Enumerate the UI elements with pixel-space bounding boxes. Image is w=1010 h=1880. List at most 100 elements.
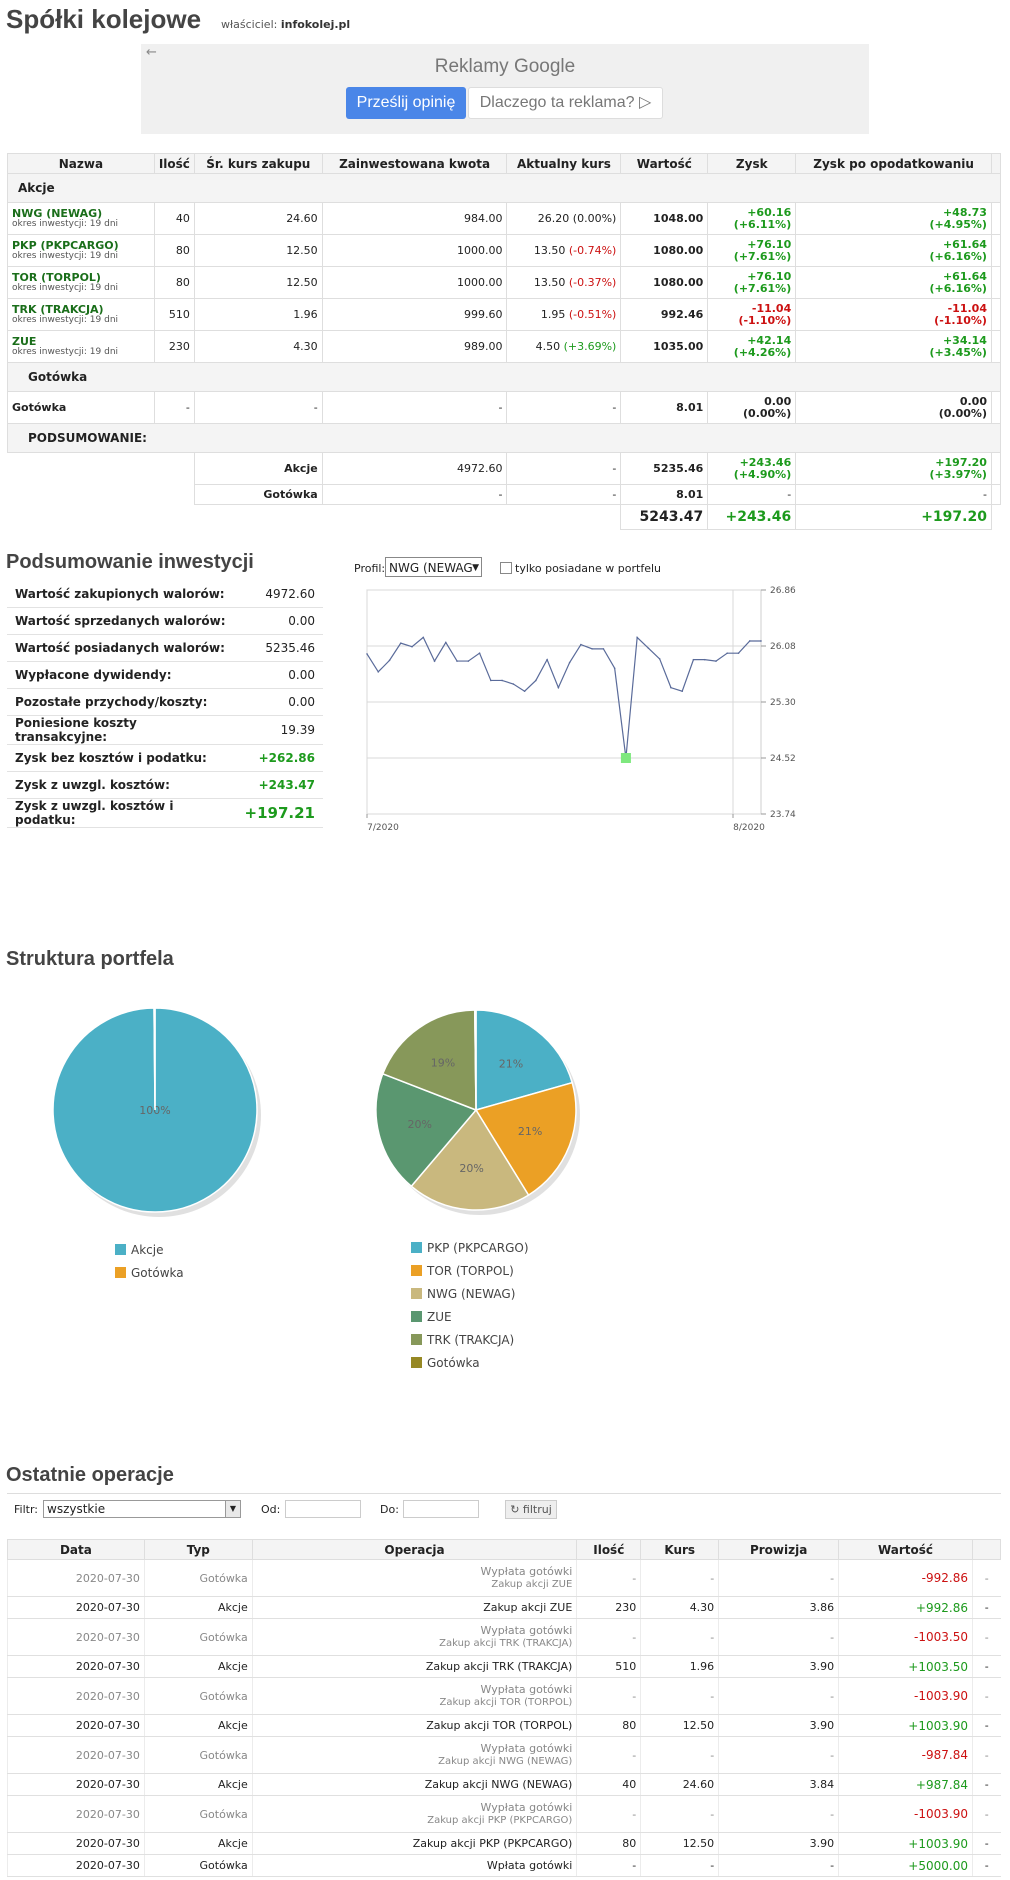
col-header[interactable]: Prowizja [718,1539,840,1560]
op-type: Gotówka [143,1559,253,1597]
price-point[interactable] [445,641,447,644]
price-point[interactable] [681,690,683,693]
price-point[interactable] [557,686,560,689]
cash-value: 8.01 [620,391,709,424]
col-header[interactable]: Zysk po opodatkowaniu [795,153,992,174]
legend-item[interactable]: TRK (TRAKCJA) [411,1333,529,1356]
col-header[interactable]: Nazwa [7,153,155,174]
col-header[interactable]: Operacja [251,1539,578,1560]
price-point[interactable] [703,658,706,661]
cash-qty: - [153,391,195,424]
op-qty: - [576,1677,641,1715]
stock-link[interactable]: PKP (PKPCARGO) [12,239,119,252]
price-series-line [366,636,761,759]
ad-feedback-button[interactable]: Prześlij opinię [346,87,466,119]
op-description: Wypłata gotówki Zakup akcji TOR (TORPOL) [251,1677,577,1715]
col-header[interactable]: Śr. kurs zakupu [193,153,323,174]
pie-slice[interactable] [474,1081,577,1197]
owned-only-label[interactable]: tylko posiadane w portfelu [515,562,661,575]
owner-name[interactable]: infokolej.pl [280,18,351,31]
price-point[interactable] [512,683,515,685]
price-point[interactable] [456,660,458,662]
profit: -11.04 (-1.10%) [707,298,797,331]
price-point[interactable] [737,652,740,654]
section-label: Akcje [7,173,1001,203]
price-point[interactable] [726,652,729,654]
summary-row: Zysk z uwzgl. kosztów: +243.47 [7,771,323,799]
price-point[interactable] [647,647,650,649]
col-header[interactable]: Data [7,1539,145,1560]
filter-select[interactable]: wszystkie ▼ [43,1500,241,1518]
price-point[interactable] [546,658,548,661]
legend-item[interactable]: ZUE [411,1310,529,1333]
price-point[interactable] [523,690,526,693]
price-point[interactable] [658,658,661,660]
col-header[interactable]: Ilość [153,153,195,174]
price-point[interactable] [715,660,717,662]
col-header[interactable]: Zainwestowana kwota [321,153,508,174]
pie-slice-label: 20% [459,1162,483,1175]
price-point[interactable] [591,648,593,650]
legend-item[interactable]: Gotówka [115,1266,184,1289]
price-point[interactable] [760,640,762,642]
price-point[interactable] [366,653,368,655]
filter-button[interactable]: ↻ filtruj [505,1500,557,1519]
op-qty: 510 [576,1655,641,1678]
price-point[interactable] [613,667,616,670]
ad-why-button[interactable]: Dlaczego ta reklama? ▷ [468,87,663,119]
col-header[interactable]: Ilość [576,1539,642,1560]
price-point[interactable] [490,679,492,682]
operation-row: 2020-07-30 Gotówka Wypłata gotówki Zakup ak… [7,1795,1001,1833]
stock-link[interactable]: TOR (TORPOL) [12,271,101,284]
pie-slice[interactable] [153,1007,156,1111]
price-point[interactable] [602,648,605,650]
col-header[interactable]: Aktualny kurs [506,153,622,174]
price-point[interactable] [399,642,402,644]
price-point[interactable] [636,636,638,639]
price-point[interactable] [568,661,571,664]
price-point[interactable] [467,660,470,662]
legend-item[interactable]: Akcje [115,1243,184,1266]
back-arrow-icon[interactable]: ← [146,45,157,60]
stock-link[interactable]: ZUE [12,335,37,348]
price-point[interactable] [501,679,503,682]
price-point[interactable] [580,643,582,646]
col-header[interactable]: Wartość [838,1539,973,1560]
divider [7,1493,1001,1494]
pie-slice[interactable] [475,1009,574,1111]
legend-item[interactable]: Gotówka [411,1356,529,1379]
stock-link[interactable]: TRK (TRAKCJA) [12,303,104,316]
col-header[interactable]: Kurs [640,1539,720,1560]
price-point[interactable] [670,686,672,689]
pie-slice[interactable] [381,1009,477,1112]
price-point[interactable] [411,645,413,648]
price-point[interactable] [692,658,695,661]
date-from-input[interactable] [285,1500,361,1518]
op-fee: 3.84 [718,1773,839,1796]
price-point[interactable] [478,652,481,654]
price-point[interactable] [433,660,436,662]
legend-item[interactable]: TOR (TORPOL) [411,1264,529,1287]
dropdown-arrow-icon: ▼ [225,1501,240,1517]
pie-slice[interactable] [473,1009,477,1111]
summary-value: 0.00 [236,661,323,689]
date-to-input[interactable] [403,1500,479,1518]
legend-label: ZUE [427,1310,452,1324]
col-header[interactable]: Zysk [707,153,797,174]
price-point[interactable] [388,659,391,662]
stock-link[interactable]: NWG (NEWAG) [12,207,103,220]
price-point[interactable] [377,671,380,673]
op-value: +1003.90 [838,1714,973,1737]
legend-item[interactable]: PKP (PKPCARGO) [411,1241,529,1264]
profil-select[interactable]: NWG (NEWAG ▼ [385,557,482,577]
pie-slice[interactable] [410,1108,530,1211]
owned-only-checkbox[interactable] [500,562,512,574]
pie-slice[interactable] [375,1072,478,1188]
price-point[interactable] [535,679,537,682]
price-point[interactable] [422,636,425,639]
col-header[interactable]: Typ [143,1539,253,1560]
col-header[interactable]: Wartość [620,153,709,174]
pie-slice-label: 20% [408,1118,432,1131]
legend-item[interactable]: NWG (NEWAG) [411,1287,529,1310]
price-point[interactable] [748,640,751,642]
